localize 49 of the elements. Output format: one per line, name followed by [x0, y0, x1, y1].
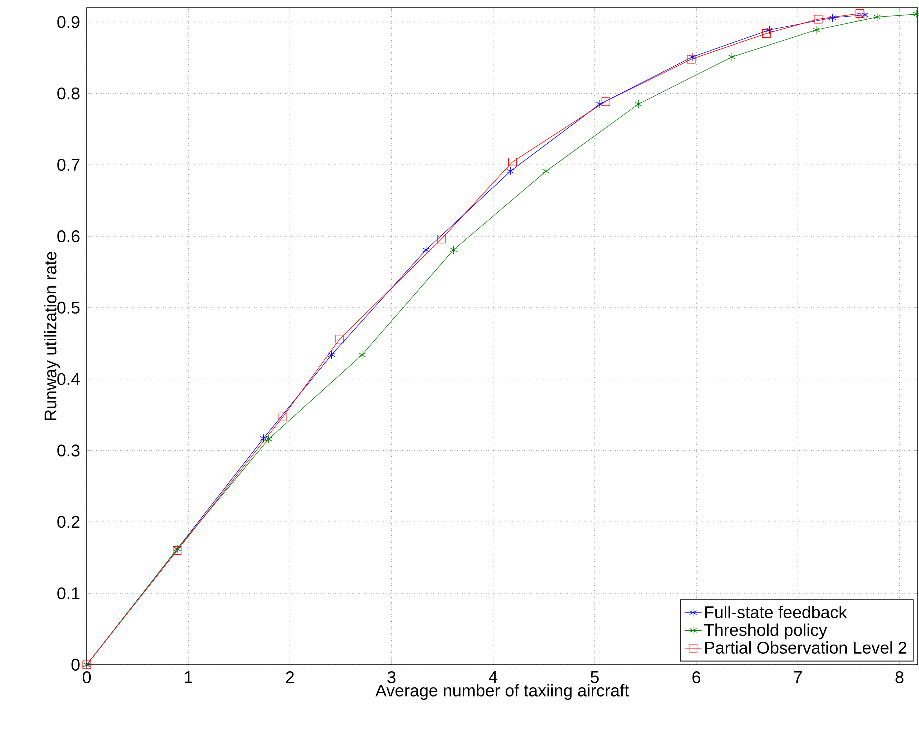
- point: [687, 55, 696, 64]
- x-tick-label: 8: [896, 671, 904, 684]
- point: [278, 412, 288, 422]
- y-tick-label: 0.6: [58, 230, 80, 243]
- point: [450, 246, 458, 254]
- point: [422, 246, 430, 254]
- point: [874, 12, 882, 22]
- legend-label: Threshold policy: [704, 624, 828, 640]
- y-tick-label: 0.2: [58, 516, 80, 528]
- y-tick-label: 0: [72, 658, 80, 671]
- y-tick-label: 0.8: [58, 88, 80, 100]
- x-tick-label: 3: [388, 671, 396, 684]
- point: [814, 15, 823, 24]
- point: [358, 350, 366, 360]
- y-tick-label: 0.4: [58, 373, 80, 386]
- x-tick-label: 6: [692, 671, 701, 684]
- point: [856, 9, 864, 18]
- point: [688, 52, 696, 62]
- point: [596, 100, 604, 109]
- y-tick-label: 0.9: [58, 16, 80, 28]
- point: [506, 167, 514, 176]
- point: [858, 12, 868, 22]
- point: [766, 26, 774, 34]
- legend-label: Partial Observation Level 2: [706, 642, 907, 654]
- x-axis-title: Average number of taxiing aircraft: [376, 684, 630, 700]
- point: [828, 14, 836, 22]
- x-tick-label: 4: [489, 671, 498, 684]
- point: [602, 97, 610, 106]
- legend-label: Full-state feedback: [706, 606, 848, 618]
- x-tick-label: 7: [794, 671, 802, 684]
- point: [542, 167, 550, 176]
- point: [265, 435, 273, 444]
- point: [260, 434, 268, 443]
- point: [634, 100, 642, 109]
- y-tick-label: 0.3: [58, 444, 80, 457]
- point: [812, 26, 820, 34]
- point: [437, 235, 446, 244]
- point: [508, 158, 517, 167]
- x-tick-label: 5: [590, 671, 599, 684]
- y-tick-label: 0.1: [58, 588, 80, 600]
- point: [328, 350, 336, 360]
- point: [861, 10, 869, 20]
- point: [728, 52, 736, 62]
- x-tick-label: 0: [82, 671, 92, 684]
- point: [336, 335, 344, 344]
- point: [762, 29, 771, 38]
- x-tick-label: 1: [185, 671, 192, 684]
- x-tick-label: 2: [286, 671, 294, 684]
- y-tick-label: 0.7: [58, 159, 80, 172]
